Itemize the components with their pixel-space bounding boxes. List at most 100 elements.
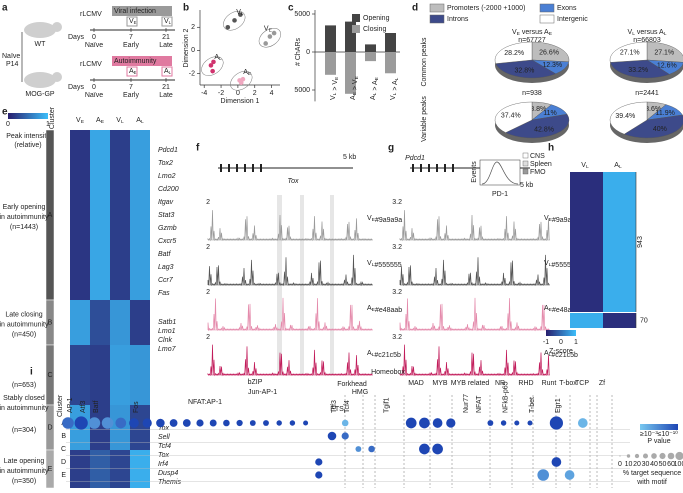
label: (n=450)	[12, 331, 36, 338]
label: (relative)	[14, 142, 41, 149]
dot	[577, 418, 588, 428]
sub-text: L	[394, 77, 400, 80]
label: A	[48, 212, 53, 219]
label: n=66803	[633, 37, 661, 44]
label: Dusp4	[158, 470, 178, 477]
pie-slice	[623, 114, 683, 139]
label: Tcf3	[331, 400, 338, 413]
mouse-icon	[24, 22, 56, 38]
subscript-label: AL	[164, 68, 172, 75]
dot	[564, 470, 575, 480]
sub-text: E	[81, 119, 85, 125]
value-label: 32.8%	[514, 67, 534, 74]
seg: V	[628, 29, 633, 36]
dot	[315, 471, 323, 479]
sub-text: E	[352, 91, 358, 95]
sub-text: L	[219, 56, 222, 62]
dot	[419, 443, 430, 455]
subscript-label: VE versus AE	[512, 29, 553, 37]
label: Days	[68, 34, 84, 41]
size-key	[642, 453, 649, 459]
label: Early	[123, 92, 139, 99]
main-text: V	[236, 9, 241, 16]
heat-cell	[130, 300, 150, 345]
sub-text: L	[372, 262, 375, 268]
track-signal	[207, 210, 373, 242]
main-text: V	[544, 260, 549, 267]
main-text: A	[544, 305, 549, 312]
seg: E	[549, 31, 553, 37]
bar	[385, 33, 396, 52]
seg: versus A	[635, 29, 664, 36]
bar	[385, 52, 396, 74]
value-label: 27.1%	[620, 49, 640, 56]
x-tick-label: -4	[201, 90, 207, 97]
mouse-head	[52, 72, 62, 82]
main-text: V	[581, 162, 586, 169]
label: Naïve	[2, 53, 20, 60]
track-signal	[399, 254, 550, 287]
label: 40	[650, 461, 658, 468]
pie-slice	[610, 59, 670, 79]
heat-cell	[90, 130, 110, 300]
label: Tcf4	[158, 443, 171, 450]
value-label: 37.4%	[501, 113, 521, 120]
sub-text: L	[372, 92, 378, 95]
subscript-label: VE	[264, 26, 273, 34]
label: Batf	[93, 400, 100, 413]
label: D	[61, 459, 66, 466]
point	[240, 76, 246, 82]
label: in autoimmunity	[0, 468, 49, 475]
time-box	[161, 16, 173, 27]
label: 5 kb	[343, 154, 356, 161]
bar	[345, 52, 356, 94]
subscript-label: VE	[129, 18, 137, 25]
label: Pdcd1	[405, 155, 425, 162]
y-tick-label: 2	[191, 24, 195, 31]
heat-cell	[70, 450, 90, 488]
dot	[115, 417, 127, 429]
label: MYB related	[451, 380, 490, 387]
label: e	[2, 107, 8, 118]
size-key	[667, 452, 675, 460]
label: MAD	[408, 380, 424, 387]
dot	[537, 469, 550, 481]
heat-cell	[130, 130, 150, 300]
main-text: #e48aab	[375, 307, 402, 314]
dot	[303, 420, 309, 426]
exon	[452, 164, 454, 172]
label: Zf	[599, 380, 605, 387]
sub-text: E	[354, 75, 360, 79]
sub-text: L	[141, 119, 144, 125]
main-text: > A	[372, 80, 379, 93]
label: Satb1	[158, 319, 176, 326]
bar	[345, 21, 356, 52]
point	[225, 25, 231, 30]
label: NFkB-p65	[502, 381, 509, 413]
value-label: 12.3%	[542, 62, 562, 69]
pie-slice	[609, 101, 648, 135]
heat-cell	[90, 405, 110, 450]
subscript-label: VL versus AL	[628, 29, 667, 37]
legend-swatch	[539, 3, 555, 13]
label: Cluster	[57, 394, 64, 417]
dot	[169, 419, 178, 427]
label: Nur77	[463, 394, 470, 413]
label: n=2441	[635, 90, 659, 97]
label: 3.2	[392, 334, 402, 341]
group-outline	[223, 11, 246, 31]
main-text: #555555	[374, 262, 401, 269]
heat-cell	[603, 313, 636, 328]
subscript-label: AE#e48aab	[544, 305, 579, 314]
dot	[514, 420, 520, 426]
x-tick-label: -2	[218, 90, 224, 97]
sub-text: L	[392, 92, 398, 95]
exon	[412, 164, 414, 172]
sub-text: L	[549, 262, 552, 268]
x-tick-label: 4	[270, 90, 274, 97]
label: Autoimmunity	[114, 58, 157, 65]
sub-text: E	[372, 307, 376, 313]
dot	[62, 417, 74, 429]
subscript-label: AE	[129, 68, 137, 75]
value-label: 8.8%	[530, 106, 546, 113]
